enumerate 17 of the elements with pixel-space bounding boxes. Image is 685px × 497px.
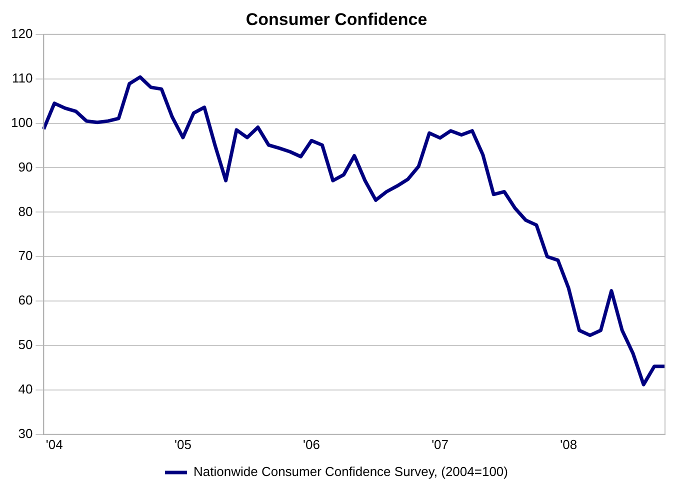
y-tick-label: 50 (18, 337, 33, 352)
x-tick-label: '05 (174, 436, 192, 452)
x-tick-label: '04 (46, 436, 63, 452)
legend-label: Nationwide Consumer Confidence Survey, (2004=100) (194, 464, 508, 480)
y-tick-label: 80 (18, 204, 33, 219)
y-tick-label: 100 (10, 114, 33, 130)
x-tick-label: '08 (560, 436, 578, 452)
y-tick-label: 60 (18, 292, 33, 308)
y-tick-label: 70 (18, 248, 33, 264)
x-tick-label: '06 (303, 436, 320, 452)
chart-title: Consumer Confidence (246, 10, 428, 29)
x-tick-label: '07 (432, 436, 449, 452)
y-tick-label: 40 (18, 382, 33, 397)
y-tick-label: 90 (18, 159, 33, 174)
y-tick-label: 120 (10, 26, 33, 41)
y-tick-label: 30 (18, 426, 33, 441)
y-tick-label: 110 (12, 70, 33, 86)
